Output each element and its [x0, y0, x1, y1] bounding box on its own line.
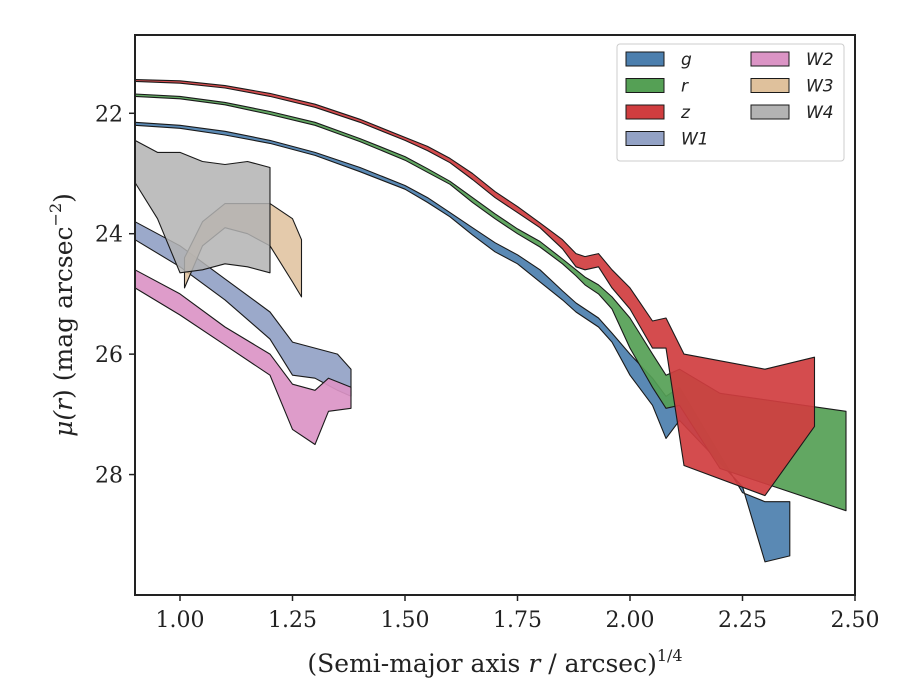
series-bands: [134, 79, 847, 563]
legend-swatch-w4: [750, 104, 790, 120]
y-axis: 22 24 26 28: [95, 102, 135, 489]
legend: grz W1 W2 W3 W4: [616, 43, 845, 162]
x-axis-title: (Semi-major axis r / arcsec)1/4: [307, 646, 682, 678]
legend-swatch-r: [625, 78, 665, 93]
x-axis-title-var: r: [528, 649, 542, 678]
x-axis: 1.00 1.25 1.50 1.75 2.00 2.25 2.50: [156, 595, 880, 633]
legend-swatch-w3: [750, 78, 790, 93]
x-axis-title-tail: / arcsec): [540, 649, 657, 678]
y-axis-title-sup: −2: [46, 203, 65, 227]
x-tick-label: 1.00: [156, 608, 205, 633]
x-tick-label: 2.00: [606, 608, 655, 633]
legend-label-g: g: [681, 50, 692, 70]
x-axis-title-sup: 1/4: [657, 646, 683, 665]
band-g: [134, 121, 791, 563]
x-tick-label: 1.75: [493, 608, 542, 633]
x-tick-label: 1.50: [381, 608, 430, 633]
legend-swatch-w1: [625, 131, 665, 146]
legend-label-w2: W2: [806, 50, 834, 70]
band-r: [134, 93, 847, 512]
legend-label-w3: W3: [806, 77, 834, 97]
legend-label-z: z: [680, 103, 691, 123]
y-axis-title-main: μ(: [49, 410, 78, 437]
y-tick-label: 28: [95, 464, 123, 489]
y-axis-title-var: r: [49, 397, 78, 411]
band-w2: [134, 269, 352, 446]
band-w4: [134, 139, 271, 274]
y-axis-title-close: ): [49, 193, 78, 203]
x-tick-label: 2.50: [831, 608, 880, 633]
legend-label-w1: W1: [681, 130, 709, 150]
y-tick-label: 26: [95, 343, 123, 368]
plot-frame: [134, 34, 856, 596]
y-tick-label: 24: [95, 223, 123, 248]
y-axis-title: μ(r) (mag arcsec−2): [46, 193, 78, 437]
band-z: [134, 79, 816, 497]
x-tick-label: 1.25: [268, 608, 317, 633]
legend-swatch-w2: [750, 51, 790, 67]
legend-swatch-g: [625, 51, 665, 67]
legend-label-r: r: [681, 77, 689, 97]
legend-box: [616, 43, 845, 162]
y-axis-title-tail: ) (mag arcsec: [49, 226, 78, 399]
x-axis-title-main: (Semi-major axis: [307, 649, 528, 678]
x-tick-label: 2.25: [718, 608, 767, 633]
legend-swatch-z: [625, 104, 665, 120]
legend-label-w4: W4: [806, 103, 834, 123]
y-tick-label: 22: [95, 102, 123, 127]
